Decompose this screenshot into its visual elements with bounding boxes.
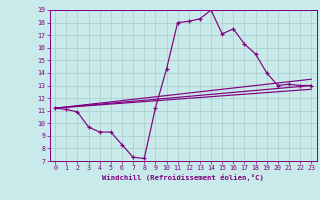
X-axis label: Windchill (Refroidissement éolien,°C): Windchill (Refroidissement éolien,°C) [102, 174, 264, 181]
